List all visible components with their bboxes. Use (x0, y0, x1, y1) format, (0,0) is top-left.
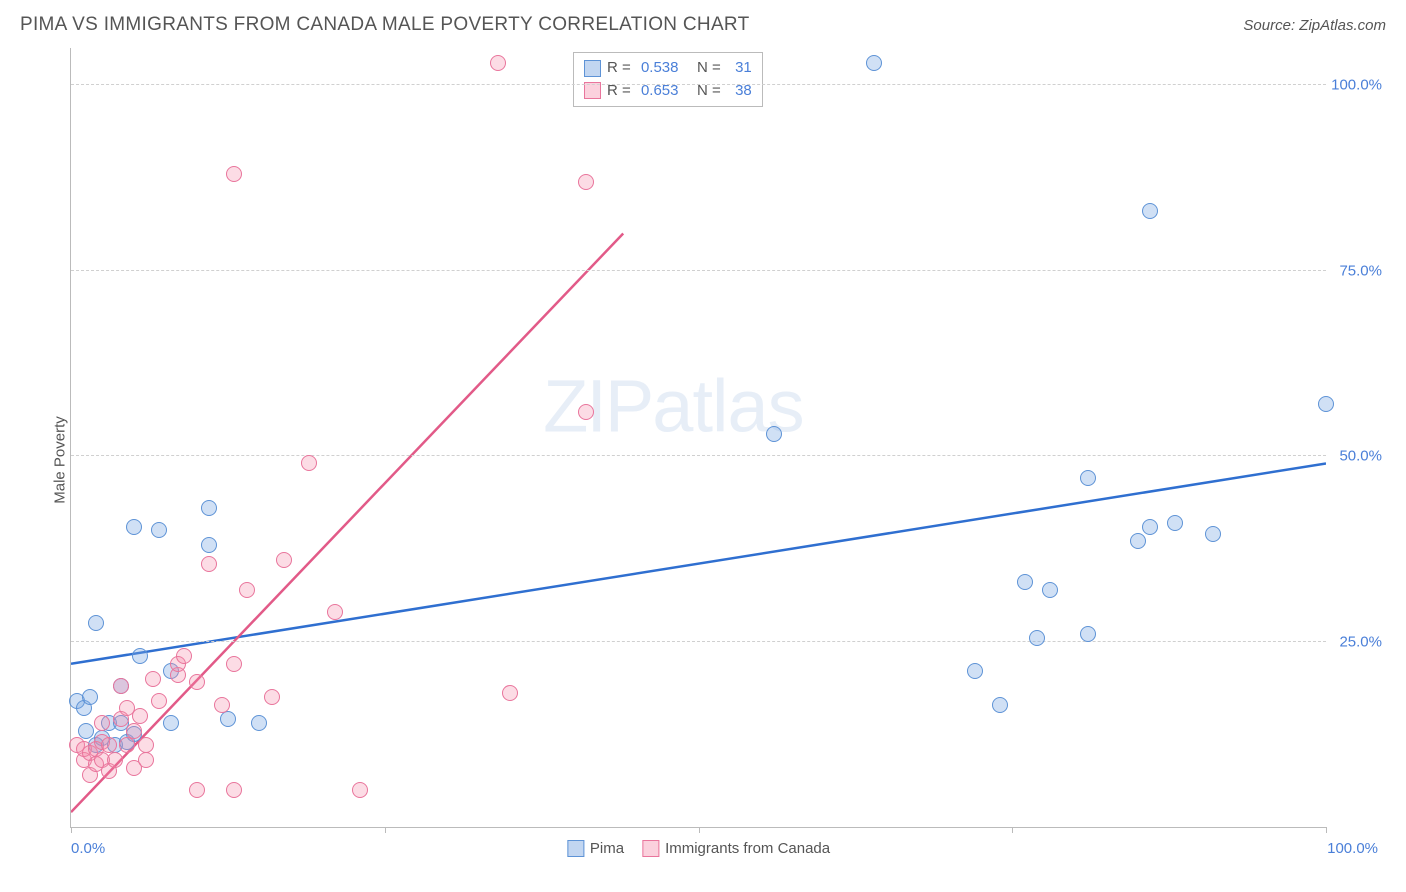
n-value: 38 (731, 80, 752, 103)
data-point (1167, 515, 1183, 531)
chart-title: PIMA VS IMMIGRANTS FROM CANADA MALE POVE… (20, 14, 750, 36)
x-tick (1326, 827, 1327, 833)
data-point (214, 697, 230, 713)
data-point (1142, 519, 1158, 535)
data-point (78, 723, 94, 739)
correlation-stat-box: R = 0.538 N = 31R = 0.653 N = 38 (573, 52, 763, 107)
gridline-h (71, 270, 1326, 271)
x-tick (1012, 827, 1013, 833)
data-point (327, 604, 343, 620)
data-point (226, 656, 242, 672)
data-point (766, 426, 782, 442)
data-point (992, 697, 1008, 713)
data-point (176, 648, 192, 664)
y-tick-label: 100.0% (1331, 77, 1382, 94)
legend-swatch (642, 840, 659, 857)
data-point (1080, 470, 1096, 486)
data-point (490, 55, 506, 71)
data-point (126, 519, 142, 535)
data-point (1205, 526, 1221, 542)
data-point (88, 615, 104, 631)
stat-row: R = 0.538 N = 31 (584, 57, 752, 80)
data-point (132, 708, 148, 724)
stat-row: R = 0.653 N = 38 (584, 80, 752, 103)
source-attribution: Source: ZipAtlas.com (1243, 17, 1386, 34)
trendlines-layer (71, 48, 1326, 827)
gridline-h (71, 84, 1326, 85)
y-tick-label: 75.0% (1339, 262, 1382, 279)
data-point (163, 715, 179, 731)
legend-bottom: Pima Immigrants from Canada (567, 840, 830, 857)
x-tick (71, 827, 72, 833)
data-point (119, 737, 135, 753)
data-point (866, 55, 882, 71)
data-point (264, 689, 280, 705)
legend-item: Pima (567, 840, 624, 857)
data-point (502, 685, 518, 701)
data-point (138, 737, 154, 753)
data-point (276, 552, 292, 568)
source-label: Source: (1243, 17, 1295, 34)
n-value: 31 (731, 57, 752, 80)
data-point (967, 663, 983, 679)
data-point (578, 174, 594, 190)
data-point (151, 522, 167, 538)
data-point (113, 678, 129, 694)
data-point (132, 648, 148, 664)
x-tick (699, 827, 700, 833)
data-point (151, 693, 167, 709)
data-point (220, 711, 236, 727)
data-point (1042, 582, 1058, 598)
data-point (1029, 630, 1045, 646)
data-point (201, 556, 217, 572)
gridline-h (71, 455, 1326, 456)
data-point (1017, 574, 1033, 590)
data-point (226, 782, 242, 798)
trendline (71, 463, 1326, 663)
x-tick (385, 827, 386, 833)
data-point (201, 537, 217, 553)
data-point (145, 671, 161, 687)
data-point (1318, 396, 1334, 412)
source-value: ZipAtlas.com (1299, 17, 1386, 34)
data-point (226, 166, 242, 182)
data-point (82, 689, 98, 705)
data-point (138, 752, 154, 768)
x-axis-max-label: 100.0% (1327, 840, 1378, 857)
data-point (101, 737, 117, 753)
scatter-plot: ZIPatlas R = 0.538 N = 31R = 0.653 N = 3… (70, 48, 1326, 828)
legend-swatch (567, 840, 584, 857)
data-point (201, 500, 217, 516)
x-axis-min-label: 0.0% (71, 840, 105, 857)
y-tick-label: 50.0% (1339, 448, 1382, 465)
data-point (126, 723, 142, 739)
data-point (1080, 626, 1096, 642)
y-tick-label: 25.0% (1339, 633, 1382, 650)
data-point (189, 674, 205, 690)
data-point (1130, 533, 1146, 549)
data-point (578, 404, 594, 420)
data-point (352, 782, 368, 798)
gridline-h (71, 641, 1326, 642)
data-point (189, 782, 205, 798)
data-point (94, 715, 110, 731)
series-swatch (584, 60, 601, 77)
legend-item: Immigrants from Canada (642, 840, 830, 857)
legend-label: Immigrants from Canada (665, 840, 830, 857)
data-point (1142, 203, 1158, 219)
legend-label: Pima (590, 840, 624, 857)
data-point (107, 752, 123, 768)
data-point (301, 455, 317, 471)
chart-area: Male Poverty ZIPatlas R = 0.538 N = 31R … (20, 48, 1386, 872)
r-value: 0.653 (641, 80, 679, 103)
y-axis-label: Male Poverty (51, 416, 68, 504)
data-point (239, 582, 255, 598)
r-value: 0.538 (641, 57, 679, 80)
data-point (251, 715, 267, 731)
